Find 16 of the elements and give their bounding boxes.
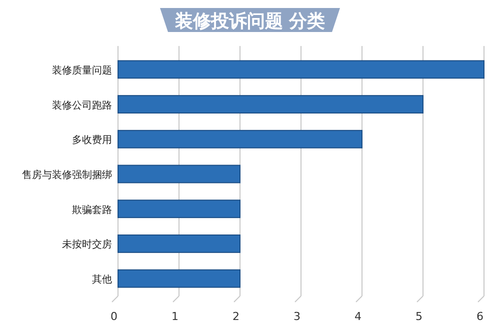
y-tick-label: 装修公司跑路: [52, 99, 112, 112]
title: 装修投诉问题 分类: [160, 8, 340, 32]
x-tick-label: 1: [172, 310, 178, 323]
x-tick-label: 3: [294, 310, 300, 323]
y-tick-label: 欺骗套路: [72, 204, 112, 216]
x-tick-label: 5: [416, 310, 422, 323]
x-tick-label: 6: [476, 310, 484, 323]
y-tick-label: 装修质量问题: [52, 64, 112, 76]
x-tick-label: 0: [110, 310, 118, 323]
y-tick-label: 多收费用: [72, 134, 112, 146]
x-tick-label: 2: [232, 310, 240, 323]
y-tick-label: 售房与装修强制捆绑: [22, 169, 112, 181]
y-tick-label: 其他: [92, 274, 112, 286]
x-tick-label: 4: [354, 310, 362, 323]
y-tick-label: 未按时交房: [62, 238, 112, 251]
chart-title: 装修投诉问题 分类: [174, 11, 326, 32]
